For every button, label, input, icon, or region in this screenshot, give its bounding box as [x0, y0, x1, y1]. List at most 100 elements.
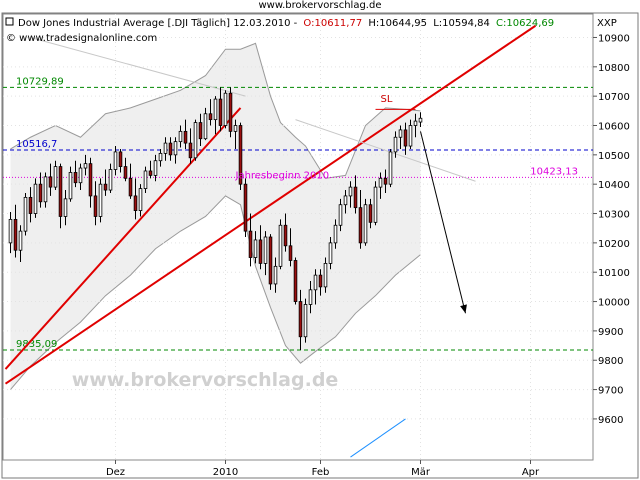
site-caption: www.brokervorschlag.de	[258, 0, 382, 11]
candle-body	[278, 224, 283, 267]
candle-body	[238, 125, 243, 185]
candle-body	[118, 151, 123, 167]
candle-body	[53, 166, 58, 188]
ohlc-high: H:10644,95	[368, 18, 427, 29]
level-label: 10516,7	[16, 139, 57, 150]
level-label: 10729,89	[16, 76, 64, 87]
candle-body	[178, 130, 183, 143]
candle-body	[13, 218, 18, 251]
candle-body	[403, 129, 408, 147]
candle-body	[133, 195, 138, 211]
level-label: 10423,13	[530, 166, 578, 177]
band-lower-line	[10, 195, 421, 390]
y-tick-label: 10700	[598, 92, 630, 103]
candle-body	[198, 122, 203, 140]
candle-body	[98, 183, 103, 217]
candle-body	[303, 304, 308, 338]
candle-body	[273, 265, 278, 285]
candle-body	[258, 239, 263, 264]
band-fill	[10, 43, 421, 390]
trendline	[4, 24, 537, 385]
candle-body	[348, 186, 353, 197]
candle-body	[268, 236, 273, 285]
candle-body	[413, 120, 418, 126]
ohlc-open: O:10611,77	[303, 18, 362, 29]
candle-body	[168, 142, 173, 156]
candle-body	[418, 117, 423, 123]
y-tick-label: 9600	[598, 415, 623, 426]
candle-body	[353, 186, 358, 209]
candle-body	[223, 92, 228, 126]
candle-body	[373, 186, 378, 223]
candle-body	[393, 136, 398, 153]
candle-body	[8, 218, 13, 244]
y-tick-label: 10400	[598, 180, 630, 191]
annotation-label: Jahresbeginn 2010	[235, 170, 330, 181]
candle-body	[73, 172, 78, 184]
x-tick-label: Mär	[411, 467, 431, 478]
y-tick-label: 9900	[598, 327, 623, 338]
candle-body	[83, 163, 88, 169]
trendline	[30, 36, 246, 97]
candle-body	[93, 195, 98, 217]
trendline	[295, 119, 476, 182]
ohlc-close: C:10624,69	[496, 18, 554, 29]
trendline	[350, 418, 406, 458]
chart-title: Dow Jones Industrial Average [.DJI Tägli…	[18, 18, 554, 29]
candle-body	[308, 289, 313, 305]
arrow-shaft	[420, 131, 466, 314]
candle-body	[128, 177, 133, 197]
candle-body	[233, 125, 238, 132]
y-tick-label: 10600	[598, 122, 630, 133]
candle-body	[88, 163, 93, 197]
candle-body	[343, 195, 348, 206]
candle-body	[18, 230, 23, 251]
candle-body	[173, 141, 178, 156]
candle-body	[33, 183, 38, 214]
candle-body	[333, 224, 338, 244]
candle-body	[138, 188, 143, 211]
candle-body	[23, 196, 28, 232]
candle-body	[408, 125, 413, 147]
ohlc-low: L:10594,84	[433, 18, 490, 29]
candle-body	[318, 274, 323, 288]
level-label: 9835,09	[16, 339, 57, 350]
chart-header: Dow Jones Industrial Average [.DJI Tägli…	[5, 17, 617, 44]
candle-body	[368, 204, 373, 223]
y-axis: 9600 9700 9800 9900 10000 10100 10200 10300 1040…	[593, 33, 630, 426]
x-tick-label: Dez	[106, 467, 125, 478]
candle-body	[298, 301, 303, 338]
candle-body	[338, 204, 343, 226]
candle-body	[398, 129, 403, 138]
x-tick-label: Feb	[312, 467, 330, 478]
title-text: Dow Jones Industrial Average [.DJI Tägli…	[18, 18, 298, 29]
candle-body	[378, 177, 383, 188]
y-tick-label: 10800	[598, 63, 630, 74]
candle-body	[203, 113, 208, 140]
candle-body	[148, 170, 153, 176]
candle-body	[363, 204, 368, 244]
y-tick-label: 10200	[598, 239, 630, 250]
y-tick-label: 9800	[598, 356, 623, 367]
candle-body	[263, 236, 268, 264]
candle-body	[63, 198, 68, 217]
candle-body	[283, 224, 288, 247]
y-tick-label: 10000	[598, 298, 630, 309]
candle-body	[218, 98, 223, 126]
chart-frame	[1, 12, 639, 479]
y-tick-label: 10500	[598, 151, 630, 162]
candle-body	[208, 113, 213, 121]
annotations: Jahresbeginn 2010 SL	[235, 94, 393, 181]
candle-body	[108, 169, 113, 191]
candle-body	[163, 142, 168, 154]
candle-body	[58, 166, 63, 217]
candle-body	[253, 239, 258, 258]
watermark: www.brokervorschlag.de	[72, 369, 339, 391]
candle-body	[358, 207, 363, 244]
candle-body	[153, 160, 158, 176]
candle-body	[28, 196, 33, 214]
candle-body	[48, 176, 53, 188]
candle-body	[143, 170, 148, 189]
candle-body	[383, 177, 388, 185]
